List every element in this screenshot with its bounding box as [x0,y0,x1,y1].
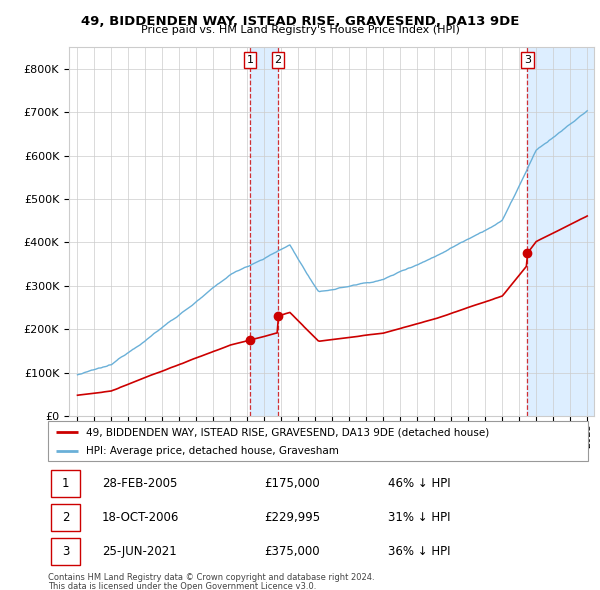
Text: This data is licensed under the Open Government Licence v3.0.: This data is licensed under the Open Gov… [48,582,316,590]
Text: £229,995: £229,995 [264,511,320,524]
Text: 28-FEB-2005: 28-FEB-2005 [102,477,178,490]
Text: 1: 1 [247,55,254,65]
Text: 46% ↓ HPI: 46% ↓ HPI [388,477,451,490]
Text: Contains HM Land Registry data © Crown copyright and database right 2024.: Contains HM Land Registry data © Crown c… [48,573,374,582]
Bar [250,47,278,416]
Text: 3: 3 [62,545,69,558]
Text: 2: 2 [62,511,70,524]
Text: Price paid vs. HM Land Registry's House Price Index (HPI): Price paid vs. HM Land Registry's House … [140,25,460,35]
Text: 36% ↓ HPI: 36% ↓ HPI [388,545,451,558]
Text: 2: 2 [274,55,281,65]
Text: £375,000: £375,000 [264,545,320,558]
Text: 25-JUN-2021: 25-JUN-2021 [102,545,177,558]
Text: 3: 3 [524,55,531,65]
FancyBboxPatch shape [50,470,80,497]
FancyBboxPatch shape [48,421,588,461]
Text: £175,000: £175,000 [264,477,320,490]
Text: 18-OCT-2006: 18-OCT-2006 [102,511,179,524]
Text: 1: 1 [62,477,70,490]
Text: 49, BIDDENDEN WAY, ISTEAD RISE, GRAVESEND, DA13 9DE (detached house): 49, BIDDENDEN WAY, ISTEAD RISE, GRAVESEN… [86,427,489,437]
FancyBboxPatch shape [50,538,80,565]
Text: 31% ↓ HPI: 31% ↓ HPI [388,511,451,524]
Bar [527,47,594,416]
FancyBboxPatch shape [50,504,80,531]
Text: HPI: Average price, detached house, Gravesham: HPI: Average price, detached house, Grav… [86,445,338,455]
Text: 49, BIDDENDEN WAY, ISTEAD RISE, GRAVESEND, DA13 9DE: 49, BIDDENDEN WAY, ISTEAD RISE, GRAVESEN… [81,15,519,28]
